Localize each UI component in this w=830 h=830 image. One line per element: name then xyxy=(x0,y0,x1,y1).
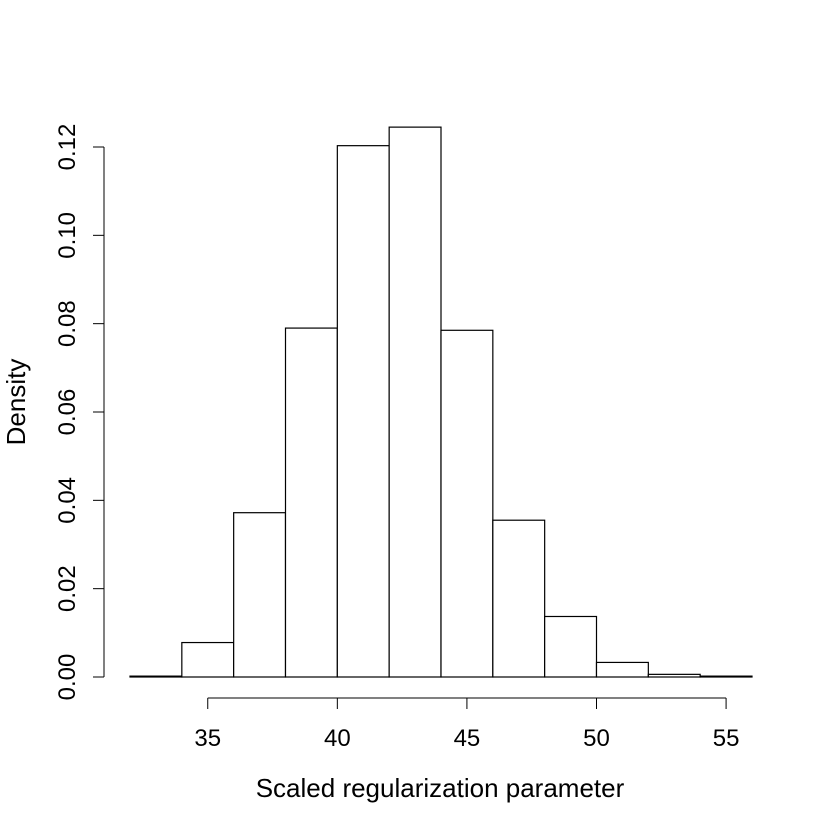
x-tick-label-0: 35 xyxy=(194,725,221,752)
y-axis: 0.00 0.02 0.04 0.06 0.08 0.10 0.12 xyxy=(54,124,105,701)
y-tick-label-0: 0.00 xyxy=(54,654,81,701)
x-tick-label-2: 45 xyxy=(454,725,481,752)
y-tick-label-4: 0.08 xyxy=(54,300,81,347)
histogram-bar-1 xyxy=(181,641,235,678)
histogram-bar-0 xyxy=(129,675,183,678)
histogram-bar-6 xyxy=(440,329,494,678)
histogram-bar-2 xyxy=(233,512,287,678)
y-tick-label-6: 0.12 xyxy=(54,124,81,171)
y-tick-label-2: 0.04 xyxy=(54,477,81,524)
histogram-bars xyxy=(129,126,753,678)
histogram-bar-10 xyxy=(647,673,701,678)
histogram-bar-4 xyxy=(336,145,390,678)
histogram-bar-9 xyxy=(595,661,649,678)
y-tick-label-5: 0.10 xyxy=(54,212,81,259)
y-tick-label-1: 0.02 xyxy=(54,565,81,612)
x-tick-label-1: 40 xyxy=(324,725,351,752)
y-axis-title: Density xyxy=(1,359,31,446)
x-axis-title: Scaled regularization parameter xyxy=(256,773,625,803)
y-tick-label-3: 0.06 xyxy=(54,389,81,436)
x-tick-label-3: 50 xyxy=(583,725,610,752)
histogram-bar-7 xyxy=(492,519,546,678)
histogram-bar-3 xyxy=(284,327,338,678)
x-axis: 35 40 45 50 55 xyxy=(194,697,740,752)
x-tick-label-4: 55 xyxy=(713,725,740,752)
histogram-bar-11 xyxy=(699,675,753,678)
histogram-bar-8 xyxy=(544,615,598,678)
histogram-bar-5 xyxy=(388,126,442,678)
